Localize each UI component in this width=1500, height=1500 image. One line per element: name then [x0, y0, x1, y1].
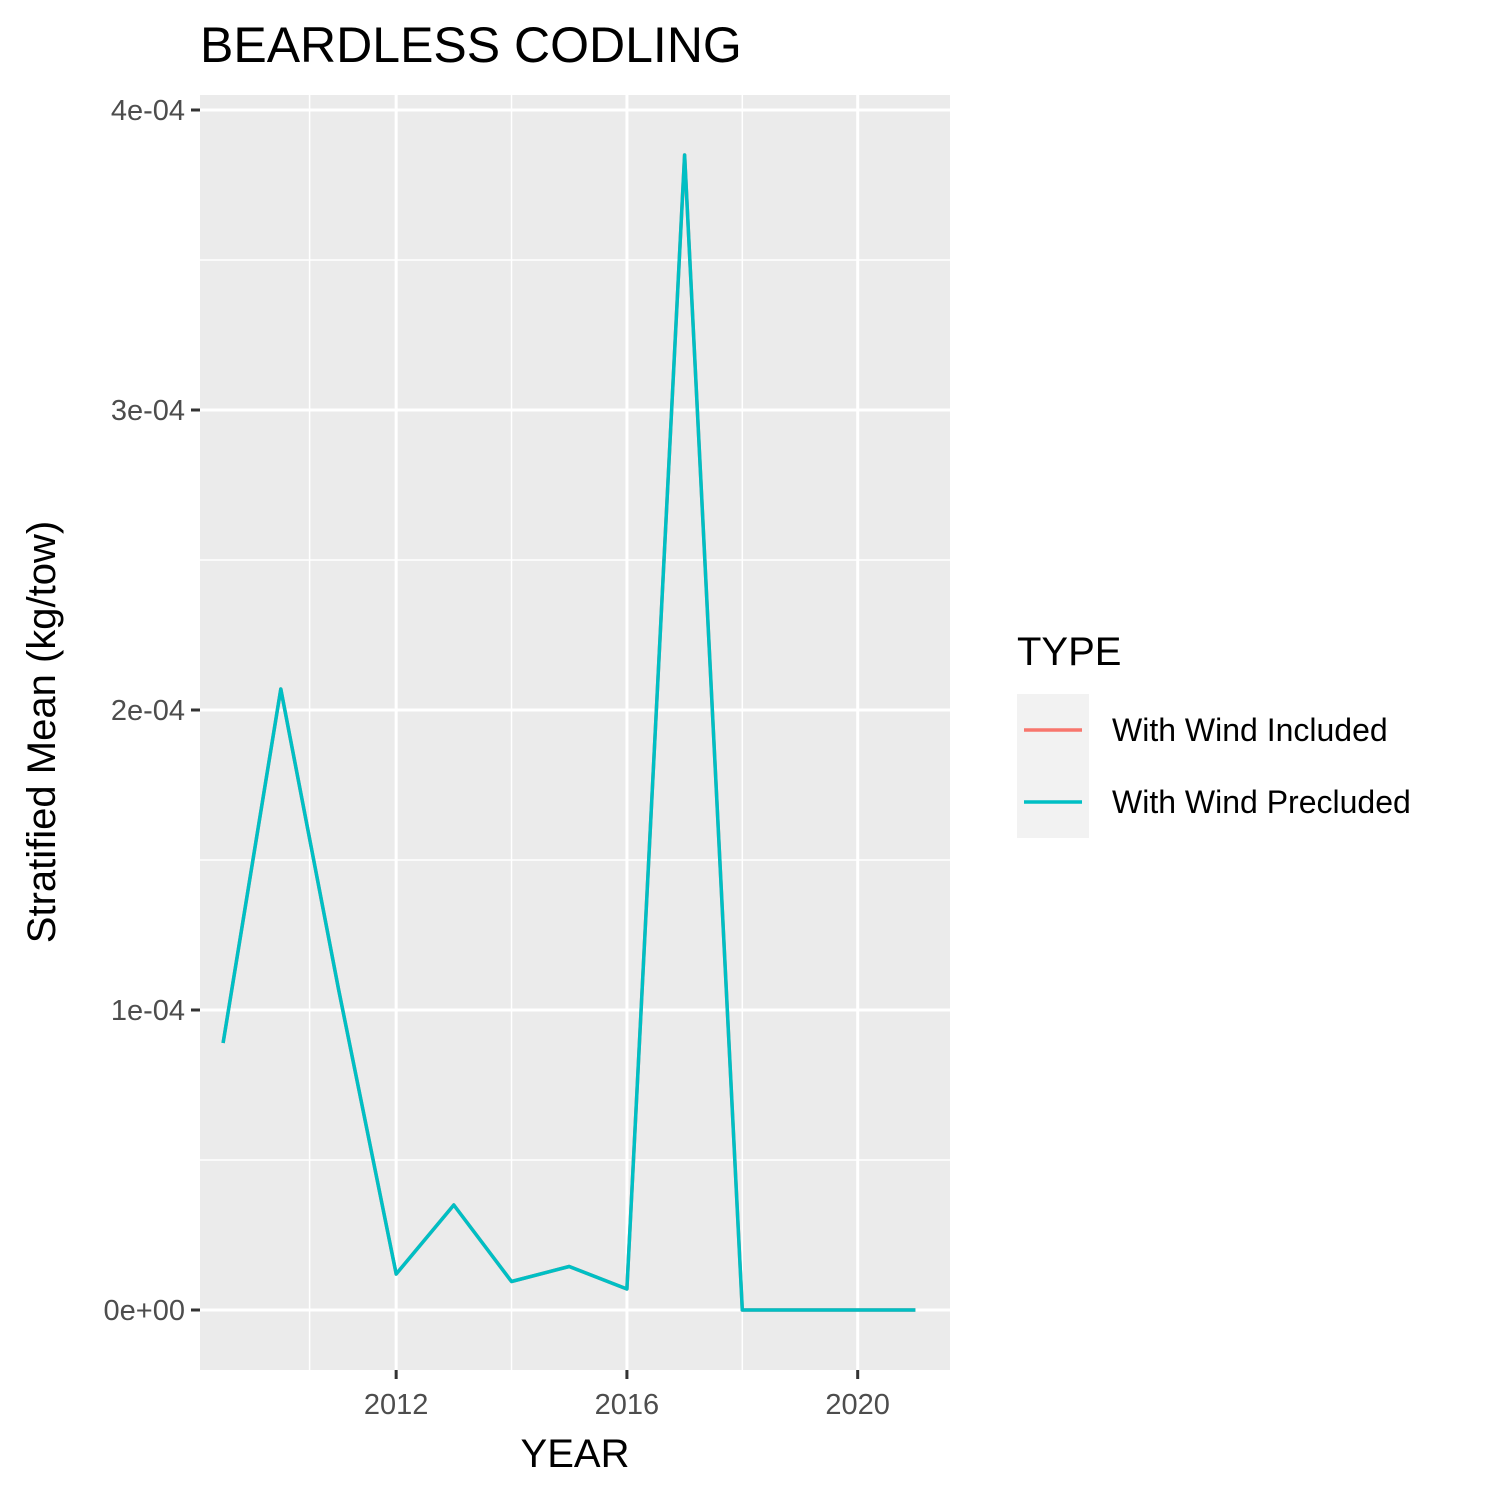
grid-major	[200, 95, 950, 1370]
legend-keys: With Wind Included With Wind Precluded	[1017, 694, 1411, 838]
y-tick-label: 1e-04	[111, 995, 185, 1027]
y-tick-label: 3e-04	[111, 395, 185, 427]
y-tick-label: 4e-04	[111, 95, 185, 127]
legend-label: With Wind Included	[1112, 712, 1388, 748]
chart-title: BEARDLESS CODLING	[200, 17, 742, 73]
y-tick-label: 2e-04	[111, 695, 185, 727]
legend-label: With Wind Precluded	[1112, 784, 1411, 820]
series-line-with-wind-precluded	[221, 153, 916, 1312]
x-tick-label: 2012	[364, 1389, 429, 1421]
legend-title: TYPE	[1017, 630, 1121, 674]
x-axis: 2012 2016 2020	[364, 1370, 890, 1421]
y-axis-title: Stratified Mean (kg/tow)	[20, 521, 64, 943]
series-layer	[221, 153, 916, 1312]
y-tick-label: 0e+00	[104, 1295, 185, 1327]
y-axis: 0e+00 1e-04 2e-04 3e-04 4e-04	[104, 95, 200, 1327]
x-tick-label: 2020	[825, 1389, 890, 1421]
legend: TYPE With Wind Included With Wind Preclud…	[1017, 630, 1411, 838]
x-axis-title: YEAR	[521, 1432, 630, 1476]
legend-key-background	[1017, 694, 1089, 838]
plot-panel	[200, 95, 950, 1370]
x-tick-label: 2016	[595, 1389, 660, 1421]
grid-minor	[200, 95, 950, 1370]
